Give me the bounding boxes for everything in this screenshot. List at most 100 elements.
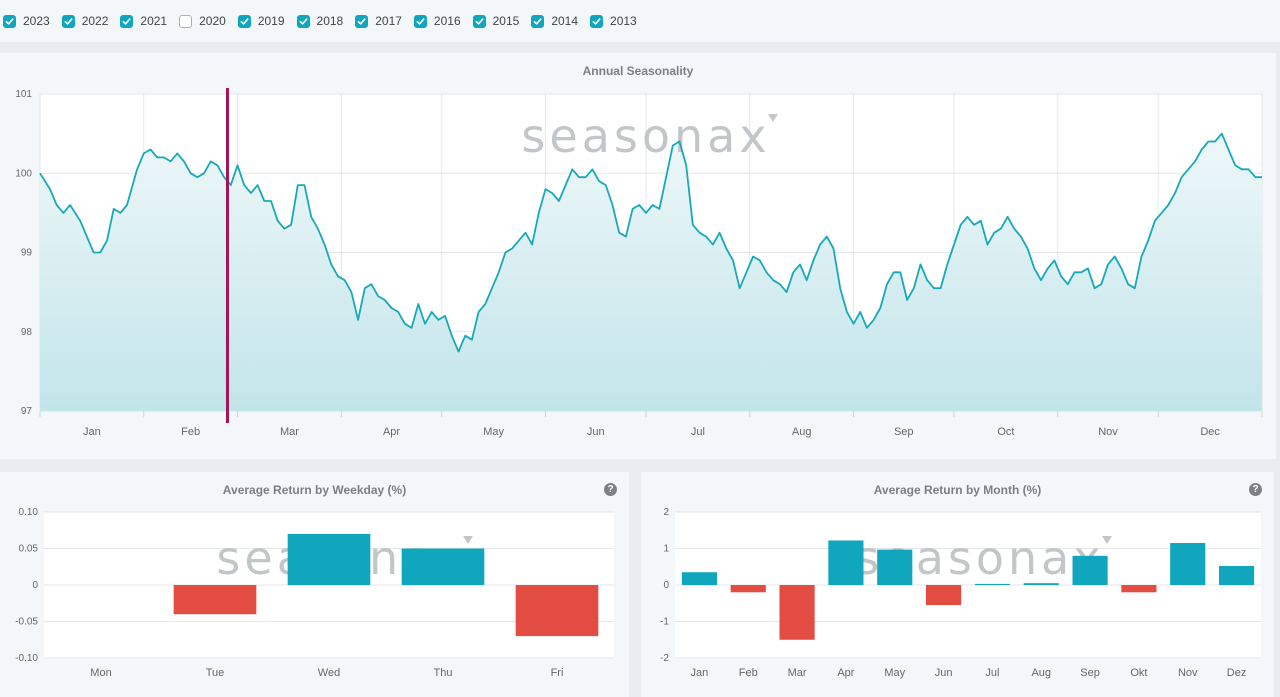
year-toggle-2020[interactable]: 2020 [179,14,226,28]
bar-wed[interactable] [287,533,371,585]
bar-okt[interactable] [1121,585,1157,593]
y-tick-label: 0.10 [19,507,39,518]
category-tick-label: Jun [935,667,953,679]
y-tick-label: -0.05 [15,617,38,628]
checkbox-checked-icon[interactable] [61,14,75,28]
month-tick-label: Jun [587,426,605,438]
y-tick-label: -1 [660,617,669,628]
category-tick-label: Nov [1178,667,1198,679]
category-tick-label: Feb [739,667,758,679]
month-return-panel: Average Return by Month (%) ? 2 1 0 -1 -2 sea… [641,472,1274,697]
bar-jun[interactable] [926,585,962,606]
category-tick-label: Thu [434,667,453,679]
checkbox-checked-icon[interactable] [472,14,486,28]
category-tick-label: Aug [1031,667,1051,679]
watermark-accent-icon [1102,536,1112,544]
month-tick-label: Jul [691,426,705,438]
checkbox-checked-icon[interactable] [413,14,427,28]
month-tick-label: Oct [997,426,1014,438]
year-toggle-2022[interactable]: 2022 [61,14,109,28]
y-tick-label: 0.05 [19,544,39,555]
year-label: 2022 [81,14,109,28]
bar-aug[interactable] [1023,583,1059,585]
bar-jul[interactable] [974,583,1010,585]
bar-apr[interactable] [828,540,864,585]
weekday-help-icon[interactable]: ? [604,483,617,496]
checkbox-checked-icon[interactable] [237,14,251,28]
bar-nov[interactable] [1170,543,1206,585]
bar-jan[interactable] [681,572,717,585]
annual-seasonality-chart[interactable]: 101 100 99 98 97 Jan Feb Mar Apr May Jun Jul Aug Sep O… [0,53,1276,459]
year-toggle-2021[interactable]: 2021 [120,14,167,28]
year-toggle-2015[interactable]: 2015 [472,14,520,28]
year-toggle-2018[interactable]: 2018 [296,14,343,28]
y-tick-label: 0 [32,580,38,591]
month-tick-label: Aug [792,426,812,438]
checkbox-checked-icon[interactable] [3,14,16,28]
category-tick-label: Mon [90,667,111,679]
month-tick-label: Sep [894,426,914,438]
annual-seasonality-title: Annual Seasonality [582,64,694,78]
year-toggle-2016[interactable]: 2016 [413,14,461,28]
seasonality-line [39,132,1262,353]
category-tick-label: Okt [1130,667,1147,679]
checkbox-checked-icon[interactable] [120,14,134,28]
watermark-accent-icon [463,536,473,544]
checkbox-unchecked-icon[interactable] [179,14,193,28]
bar-tue[interactable] [173,585,257,615]
weekday-return-title: Average Return by Weekday (%) [222,483,407,497]
bar-may[interactable] [877,549,913,585]
checkbox-checked-icon[interactable] [355,14,369,28]
y-tick-label: 99 [21,248,33,259]
bar-sep[interactable] [1072,555,1108,585]
year-label: 2013 [610,14,637,28]
year-label: 2017 [375,14,402,28]
category-tick-label: Fri [551,667,564,679]
year-toggle-2017[interactable]: 2017 [355,14,402,28]
year-label: 2015 [492,14,520,28]
y-tick-label: 100 [15,168,32,179]
checkbox-checked-icon[interactable] [296,14,310,28]
category-tick-label: Apr [837,667,854,679]
y-tick-label: 1 [663,544,669,555]
month-return-title: Average Return by Month (%) [873,483,1042,497]
y-tick-label: 101 [15,89,32,100]
year-label: 2016 [433,14,461,28]
y-tick-label: 0 [663,580,669,591]
seasonality-area-fill [40,133,1262,411]
y-tick-label: 97 [21,406,33,417]
month-help-icon[interactable]: ? [1249,483,1262,496]
category-tick-label: Jul [985,667,999,679]
bar-dez[interactable] [1219,566,1255,585]
weekday-return-panel: Average Return by Weekday (%) ? 0.10 0.05… [0,472,629,697]
y-tick-label: -2 [660,653,669,664]
category-tick-label: Tue [206,667,225,679]
category-tick-label: Jan [691,667,709,679]
month-tick-label: Nov [1098,426,1118,438]
bar-fri[interactable] [515,585,599,637]
bar-feb[interactable] [730,585,766,593]
category-tick-label: Dez [1227,667,1247,679]
month-tick-label: Feb [181,426,200,438]
year-label: 2021 [140,14,168,28]
checkbox-checked-icon[interactable] [590,14,604,28]
year-toggle-2014[interactable]: 2014 [531,14,578,28]
month-tick-label: Jan [83,426,101,438]
year-label: 2014 [551,14,579,28]
bar-thu[interactable] [401,548,485,586]
category-tick-label: Sep [1080,667,1100,679]
y-tick-label: 2 [663,507,669,518]
year-toggle-2013[interactable]: 2013 [590,14,637,28]
month-tick-label: Dec [1200,426,1220,438]
year-toggle-2019[interactable]: 2019 [237,14,285,28]
checkbox-checked-icon[interactable] [531,14,545,28]
year-filter-bar: 2023 2022 2021 2020 2019 2018 2017 2016 2015 2014… [0,0,1280,42]
month-tick-label: Mar [280,426,299,438]
category-tick-label: May [884,667,905,679]
year-label: 2023 [23,14,50,28]
y-tick-label: 98 [21,327,33,338]
bar-mar[interactable] [779,585,815,640]
year-toggle-2023[interactable]: 2023 [3,14,50,28]
annual-seasonality-panel: Annual Seasonality 101 100 99 98 97 Jan Feb Mar… [0,53,1276,459]
